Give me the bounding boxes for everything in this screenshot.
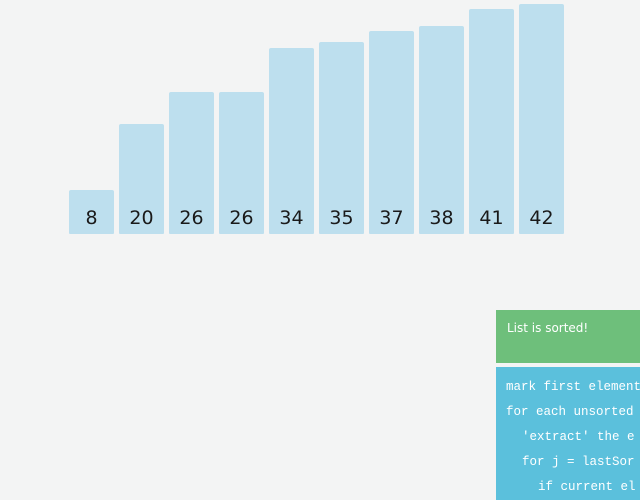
bar-value-label: 8	[85, 206, 98, 229]
bar-value-label: 41	[479, 206, 504, 229]
pseudocode-line: for j = lastSor	[522, 455, 635, 469]
bar: 42	[519, 4, 564, 234]
bar-value-label: 34	[279, 206, 304, 229]
bar-value-label: 38	[429, 206, 454, 229]
pseudocode-line: mark first element	[506, 380, 640, 394]
bar: 8	[69, 190, 114, 234]
pseudocode-line: for each unsorted	[506, 405, 634, 419]
bar-value-label: 26	[229, 206, 254, 229]
bar: 26	[169, 91, 214, 234]
bar: 37	[369, 31, 414, 234]
bar-value-label: 35	[329, 206, 354, 229]
bar: 38	[419, 25, 464, 234]
pseudocode-panel: mark first element for each unsorted 'extr…	[496, 367, 640, 500]
pseudocode-line: if current el	[538, 480, 636, 494]
bar-value-label: 37	[379, 206, 404, 229]
bar: 26	[219, 91, 264, 234]
bar: 34	[269, 47, 314, 234]
bar-value-label: 20	[129, 206, 154, 229]
bar: 41	[469, 9, 514, 234]
bar: 20	[119, 124, 164, 234]
pseudocode-line: 'extract' the e	[522, 430, 635, 444]
bar-value-label: 42	[529, 207, 554, 229]
bar-value-label: 26	[179, 206, 204, 229]
status-panel: List is sorted!	[496, 310, 640, 363]
status-message: List is sorted!	[507, 321, 589, 335]
bar: 35	[319, 42, 364, 234]
bar-visualization: 8 20 26 26 34 35 37 38 41 42	[0, 0, 640, 240]
